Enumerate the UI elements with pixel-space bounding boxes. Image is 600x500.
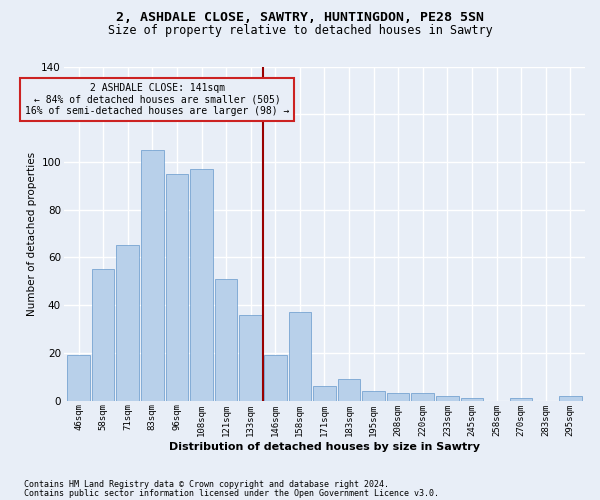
Bar: [362, 391, 385, 400]
Bar: [92, 270, 115, 400]
Text: Contains public sector information licensed under the Open Government Licence v3: Contains public sector information licen…: [24, 489, 439, 498]
Text: 2 ASHDALE CLOSE: 141sqm
← 84% of detached houses are smaller (505)
16% of semi-d: 2 ASHDALE CLOSE: 141sqm ← 84% of detache…: [25, 83, 289, 116]
Text: Contains HM Land Registry data © Crown copyright and database right 2024.: Contains HM Land Registry data © Crown c…: [24, 480, 389, 489]
Bar: [141, 150, 164, 401]
Bar: [166, 174, 188, 400]
Bar: [289, 312, 311, 400]
Y-axis label: Number of detached properties: Number of detached properties: [27, 152, 37, 316]
Bar: [313, 386, 336, 400]
Bar: [510, 398, 532, 400]
Bar: [412, 394, 434, 400]
Bar: [338, 379, 361, 400]
X-axis label: Distribution of detached houses by size in Sawtry: Distribution of detached houses by size …: [169, 442, 480, 452]
Bar: [215, 279, 238, 400]
Bar: [116, 246, 139, 400]
Bar: [190, 169, 213, 400]
Text: 2, ASHDALE CLOSE, SAWTRY, HUNTINGDON, PE28 5SN: 2, ASHDALE CLOSE, SAWTRY, HUNTINGDON, PE…: [116, 11, 484, 24]
Bar: [461, 398, 483, 400]
Text: Size of property relative to detached houses in Sawtry: Size of property relative to detached ho…: [107, 24, 493, 37]
Bar: [559, 396, 581, 400]
Bar: [67, 355, 90, 401]
Bar: [264, 355, 287, 401]
Bar: [387, 394, 409, 400]
Bar: [239, 314, 262, 400]
Bar: [436, 396, 458, 400]
